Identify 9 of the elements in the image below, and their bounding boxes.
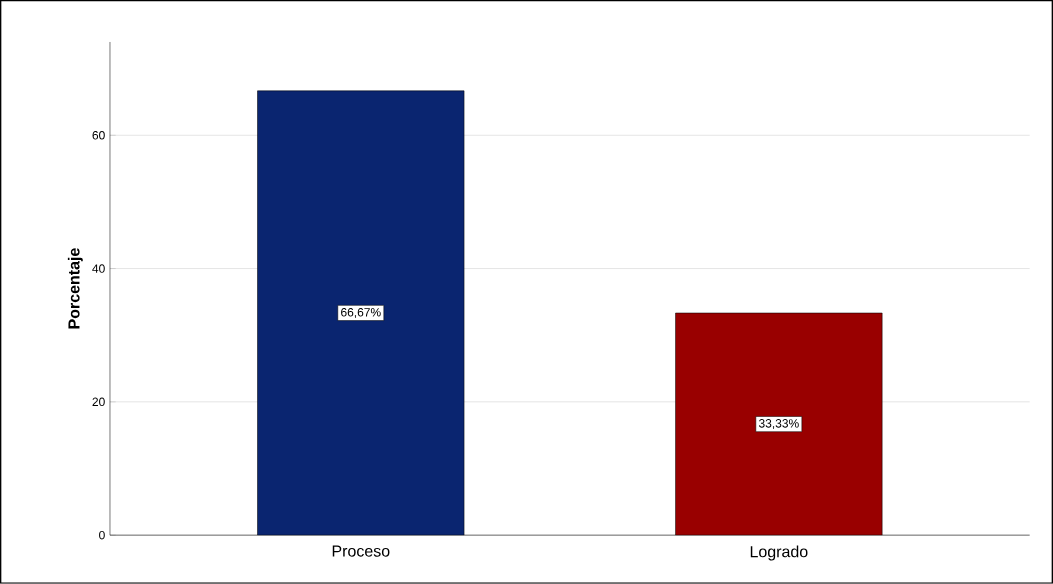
y-axis-title: Porcentaje bbox=[67, 248, 83, 329]
data-label: 33,33% bbox=[758, 419, 799, 430]
x-tick-label: Proceso bbox=[332, 545, 390, 557]
y-tick-label: 0 bbox=[99, 530, 105, 540]
data-label: 66,67% bbox=[341, 308, 381, 319]
y-tick-label: 40 bbox=[92, 264, 105, 273]
y-tick-label: 20 bbox=[92, 397, 105, 407]
x-tick-label: Logrado bbox=[750, 545, 808, 561]
y-tick-label: 60 bbox=[92, 131, 105, 140]
